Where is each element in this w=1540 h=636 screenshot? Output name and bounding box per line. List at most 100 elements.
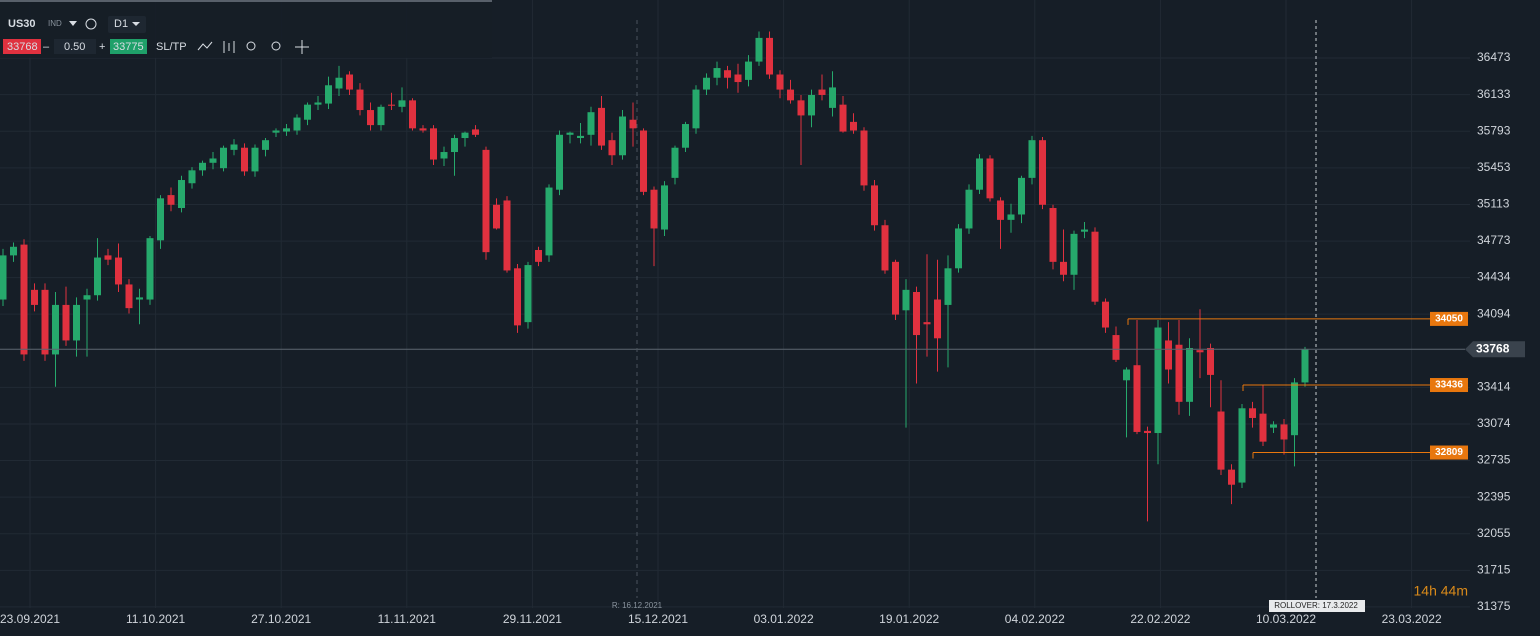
- candle-body: [167, 195, 175, 205]
- candle-body: [1207, 347, 1214, 375]
- candle-body: [1007, 214, 1015, 220]
- candle-body: [1186, 347, 1193, 402]
- candle-body: [1165, 340, 1172, 370]
- x-tick-label: 11.10.2021: [126, 612, 185, 626]
- timeframe-box[interactable]: [108, 16, 146, 33]
- candle-body: [125, 284, 133, 309]
- lot-box[interactable]: [54, 39, 96, 54]
- y-tick-label: 32055: [1477, 526, 1511, 540]
- candle-body: [661, 185, 668, 230]
- candle-body: [923, 322, 931, 325]
- y-tick-label: 36473: [1477, 50, 1511, 64]
- candle-body: [209, 158, 217, 163]
- lot-size[interactable]: 0.50: [64, 41, 85, 53]
- x-tick-label: 29.11.2021: [503, 612, 562, 626]
- zoom-out-icon[interactable]: [246, 41, 256, 51]
- candle-body: [461, 132, 469, 139]
- candle-body: [188, 170, 196, 184]
- candle-body: [1217, 411, 1225, 470]
- sell-button[interactable]: [3, 39, 41, 54]
- zoom-in-icon[interactable]: [271, 41, 281, 51]
- candle-body: [608, 140, 616, 156]
- candle-body: [986, 158, 994, 199]
- x-tick-label: 22.02.2022: [1130, 612, 1190, 626]
- candle-body: [262, 140, 269, 150]
- candle-body: [1039, 140, 1046, 205]
- candle-body: [1028, 140, 1036, 178]
- level-label: 34050: [1435, 314, 1463, 325]
- candle-body: [976, 158, 983, 190]
- candle-body: [682, 124, 689, 148]
- candle-body: [283, 128, 290, 132]
- candle-body: [241, 147, 248, 172]
- candle-body: [535, 250, 542, 262]
- candle-body: [440, 152, 448, 159]
- y-tick-label: 34773: [1477, 233, 1511, 247]
- candle-body: [493, 204, 500, 229]
- candle-body: [199, 162, 206, 171]
- countdown-timer: 14h 44m: [1414, 583, 1468, 599]
- candle-body: [1018, 177, 1025, 215]
- ask-price[interactable]: 33775: [113, 41, 144, 53]
- candle-body: [230, 144, 238, 150]
- candle-body: [31, 289, 38, 305]
- candle-body: [577, 135, 584, 139]
- candle-body: [871, 185, 878, 226]
- candle-body: [1270, 424, 1277, 428]
- candle-body: [997, 200, 1004, 220]
- symbol-dropdown[interactable]: [69, 21, 77, 26]
- y-tick-label: 33414: [1477, 380, 1511, 394]
- candle-body: [965, 189, 973, 229]
- candle-body: [482, 149, 490, 253]
- candle-body: [629, 119, 637, 129]
- candle-body: [514, 268, 521, 326]
- candle-body: [619, 116, 626, 156]
- candle-body: [1175, 344, 1183, 402]
- x-tick-label: 04.02.2022: [1005, 612, 1065, 626]
- bid-price[interactable]: 33768: [7, 41, 38, 53]
- candle-body: [703, 77, 710, 90]
- candle-body: [839, 104, 847, 132]
- candle-body: [650, 189, 658, 229]
- level-label: 32809: [1435, 447, 1463, 458]
- line-chart-icon[interactable]: [197, 41, 213, 51]
- candle-body: [367, 110, 374, 126]
- candle-body: [755, 37, 763, 62]
- candle-body: [829, 87, 836, 108]
- y-tick-label: 35453: [1477, 160, 1511, 174]
- info-icon[interactable]: [85, 18, 97, 30]
- candle-body: [745, 61, 752, 80]
- y-tick-label: 32735: [1477, 453, 1511, 467]
- lot-plus[interactable]: +: [99, 41, 105, 53]
- candle-body: [1123, 369, 1130, 381]
- symbol[interactable]: US30: [8, 18, 36, 30]
- candle-body: [1249, 408, 1256, 418]
- candle-body: [157, 198, 164, 241]
- candle-body: [251, 147, 259, 172]
- candle-body: [41, 289, 49, 355]
- candle-body: [20, 244, 28, 355]
- candle-body: [220, 147, 227, 169]
- buy-button[interactable]: [110, 39, 147, 54]
- sltp-button[interactable]: SL/TP: [156, 41, 187, 53]
- candle-body: [346, 74, 353, 90]
- candle-body: [52, 304, 59, 355]
- candle-body: [598, 107, 605, 146]
- candle-body: [556, 134, 563, 190]
- x-tick-label: 23.03.2022: [1382, 612, 1442, 626]
- candle-body: [1154, 327, 1162, 434]
- candle-body: [304, 104, 311, 120]
- candle-icon[interactable]: [223, 41, 235, 53]
- lot-minus[interactable]: –: [43, 41, 50, 53]
- level-label: 33436: [1435, 380, 1463, 391]
- marker-tag: [1269, 600, 1365, 612]
- x-tick-label: 10.03.2022: [1256, 612, 1316, 626]
- candle-body: [913, 291, 920, 336]
- timeframe[interactable]: D1: [114, 18, 128, 30]
- timeframe-dropdown[interactable]: [132, 22, 140, 26]
- candle-body: [944, 268, 952, 305]
- candle-body: [713, 68, 721, 78]
- crosshair-icon[interactable]: [295, 40, 309, 54]
